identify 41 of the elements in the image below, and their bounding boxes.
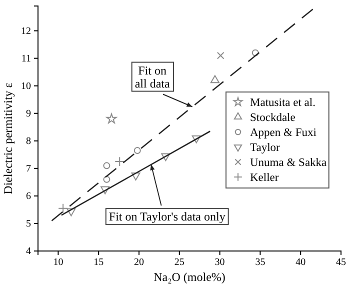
y-tick-label: 11	[21, 54, 31, 65]
y-tick-label: 9	[26, 108, 31, 120]
y-tick-label: 4	[26, 246, 31, 258]
legend-label: Matusita et al.	[250, 97, 316, 109]
point	[103, 162, 110, 170]
legend-label: Unuma & Sakka	[250, 157, 327, 169]
legend-label: Appen & Fuxi	[250, 127, 316, 139]
legend-label: Taylor	[250, 142, 280, 154]
x-tick-label: 40	[296, 257, 306, 268]
point	[134, 147, 141, 154]
x-tick-label: 25	[174, 257, 184, 268]
legend-label: Keller	[250, 172, 279, 184]
point	[210, 75, 220, 84]
point	[192, 135, 201, 144]
y-tick-label: 6	[26, 191, 31, 202]
annotation: Fit on Taylor's data only	[108, 210, 226, 224]
point	[100, 186, 110, 194]
point	[252, 49, 259, 56]
x-tick-label: 30	[214, 257, 225, 268]
point	[114, 156, 125, 166]
y-tick-label: 8	[26, 136, 31, 148]
x-tick-label: 15	[94, 257, 104, 268]
y-tick-label: 5	[26, 218, 31, 230]
y-tick-label: 12	[21, 26, 31, 37]
point	[161, 153, 170, 162]
x-tick-label: 10	[53, 257, 64, 268]
y-tick-label: 10	[21, 81, 31, 92]
point	[106, 113, 117, 124]
x-tick-label: 45	[336, 257, 346, 268]
legend-label: Stockdale	[250, 112, 296, 124]
point	[131, 172, 140, 180]
y-axis-title: Dielectric permitivity ε	[1, 82, 15, 194]
point	[66, 208, 76, 216]
point	[58, 203, 68, 214]
annotation: Fit on all data	[134, 63, 170, 90]
x-axis-title: Na₂O (mole%)	[154, 270, 226, 284]
y-tick-label: 7	[26, 164, 31, 175]
point	[216, 52, 224, 60]
point	[103, 176, 110, 183]
x-tick-label: 35	[255, 257, 266, 268]
x-tick-label: 20	[134, 257, 144, 268]
